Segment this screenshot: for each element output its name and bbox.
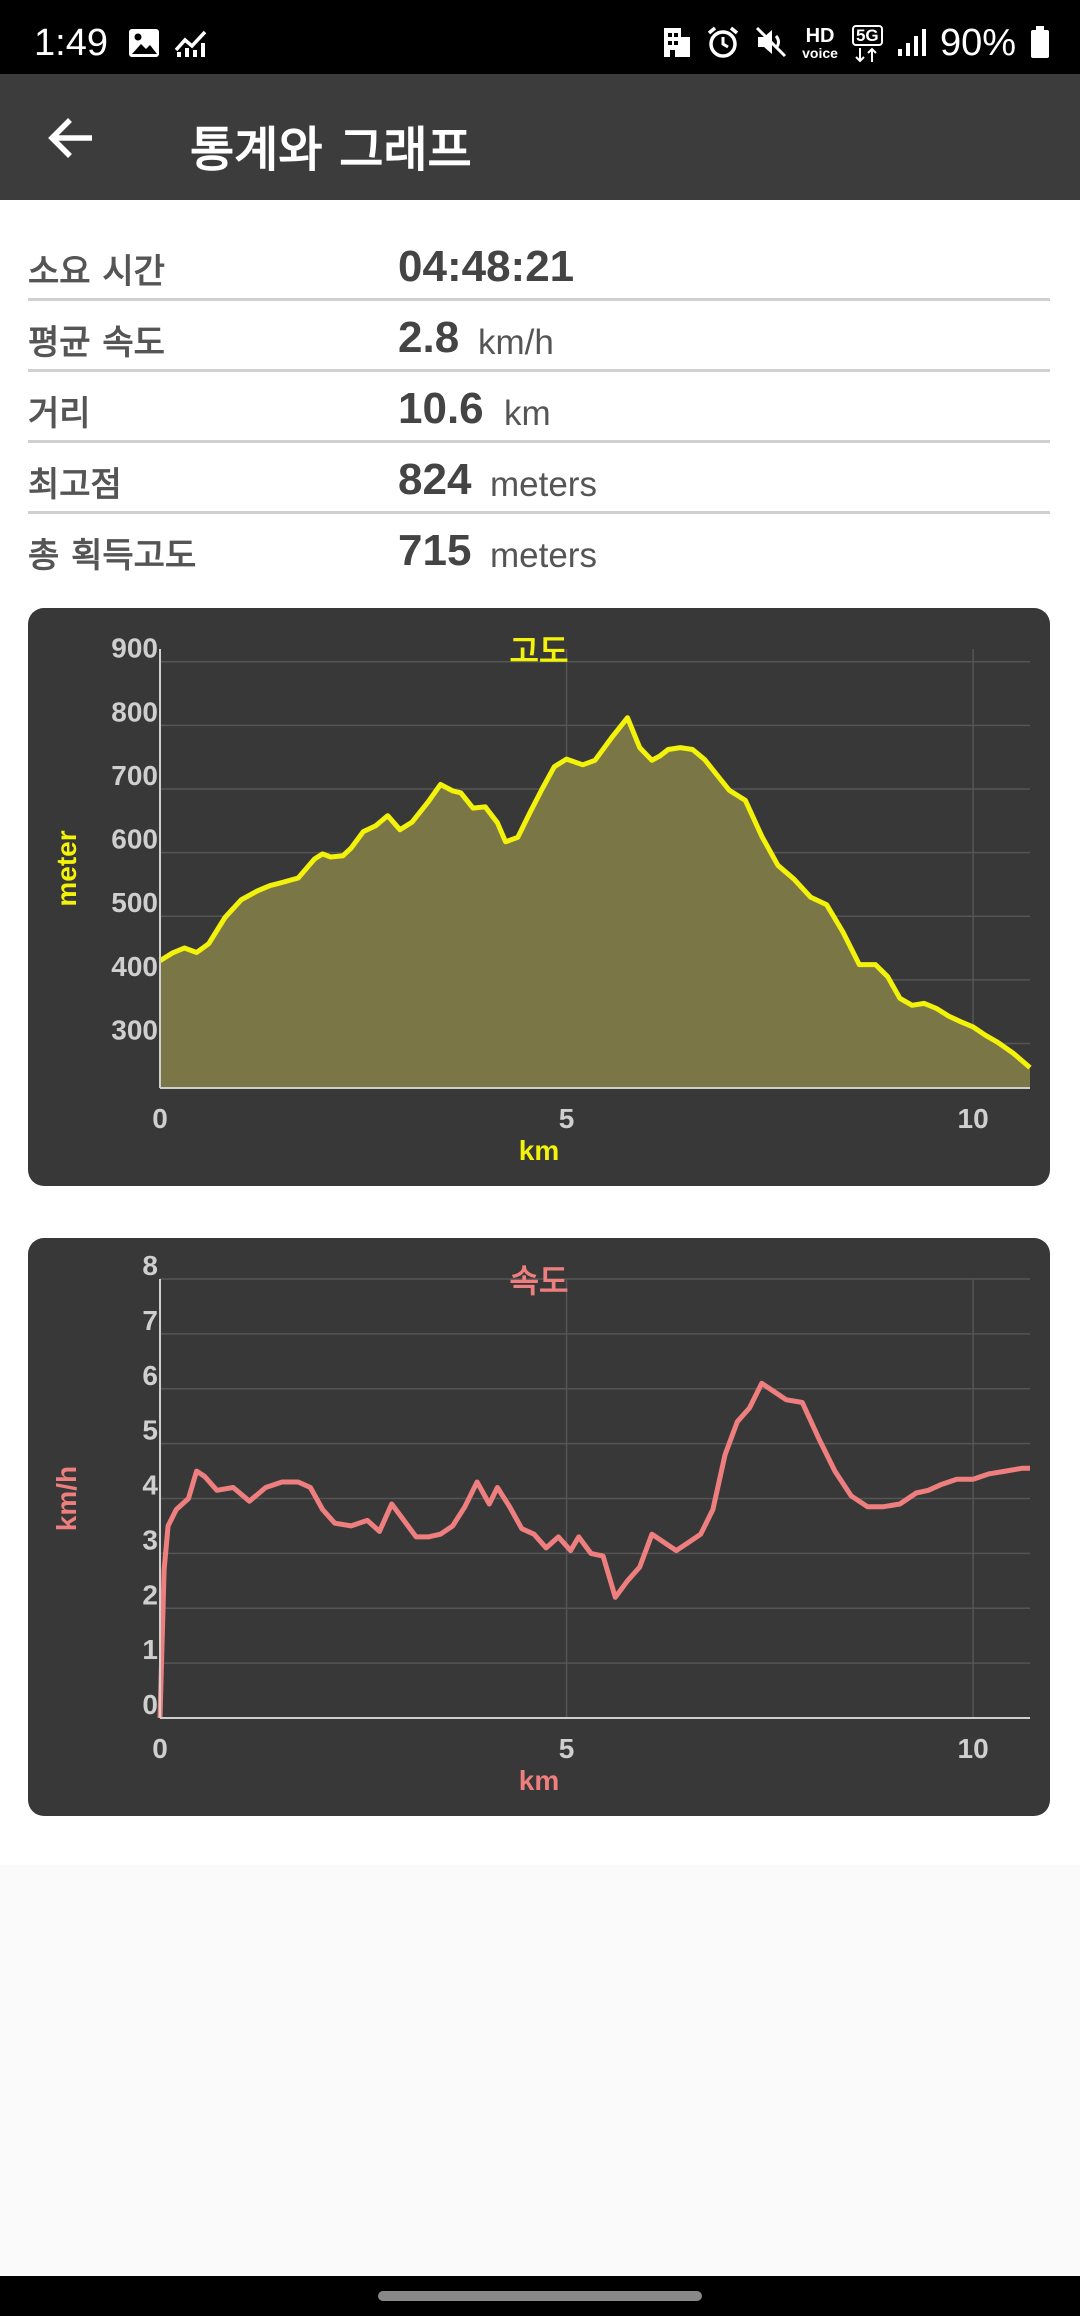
stat-value: 715 xyxy=(398,526,472,575)
y-axis-label: meter xyxy=(51,830,82,906)
arrow-left-icon[interactable] xyxy=(44,110,100,166)
stat-row-duration: 소요 시간 04:48:21 xyxy=(28,230,1050,301)
elevation-chart-svg: 300 400 500 600 700 800 900 0 5 10 고도 km meter xyxy=(51,632,1032,1166)
y-tick-label: 3 xyxy=(142,1524,158,1555)
stat-label: 평균 속도 xyxy=(28,323,165,363)
image-icon xyxy=(128,28,160,62)
hd-voice-icon: HD voice xyxy=(802,26,838,61)
hd-voice-label: HD xyxy=(805,25,835,47)
page-title: 통계와 그래프 xyxy=(190,122,472,178)
stat-unit: meters xyxy=(490,536,597,575)
x-axis-label: km xyxy=(519,1135,559,1166)
y-tick-label: 800 xyxy=(111,696,158,727)
y-tick-label: 2 xyxy=(142,1579,158,1610)
x-tick-label: 10 xyxy=(958,1103,989,1134)
x-tick-label: 0 xyxy=(152,1733,168,1764)
app-bar: 통계와 그래프 xyxy=(0,74,1080,200)
battery-icon xyxy=(1030,25,1050,63)
stats-content: 소요 시간 04:48:21 평균 속도 2.8 km/h 거리 10.6 km… xyxy=(0,200,1080,1865)
stats-table: 소요 시간 04:48:21 평균 속도 2.8 km/h 거리 10.6 km… xyxy=(28,230,1050,585)
network-type-label: 5G xyxy=(851,24,883,46)
chart-title: 고도 xyxy=(510,632,569,670)
stat-row-elevation-gain: 총 획득고도 715 meters xyxy=(28,514,1050,585)
stat-unit: meters xyxy=(490,465,597,504)
stat-label: 소요 시간 xyxy=(28,252,165,292)
x-axis-label: km xyxy=(519,1765,559,1796)
mute-icon xyxy=(754,25,788,63)
stat-value: 2.8 xyxy=(398,313,460,362)
speed-chart-svg: 0 1 2 3 4 5 6 7 8 0 5 10 속도 km km/h xyxy=(51,1250,1030,1796)
stat-label: 최고점 xyxy=(28,465,122,505)
y-tick-label: 600 xyxy=(111,824,158,855)
home-handle[interactable] xyxy=(378,2291,702,2301)
alarm-icon xyxy=(706,25,740,63)
y-tick-label: 0 xyxy=(142,1689,158,1720)
speed-chart: 0 1 2 3 4 5 6 7 8 0 5 10 속도 km km/h xyxy=(28,1238,1050,1816)
y-tick-label: 4 xyxy=(142,1470,158,1501)
stat-row-max-elevation: 최고점 824 meters xyxy=(28,443,1050,514)
stat-row-distance: 거리 10.6 km xyxy=(28,372,1050,443)
hd-voice-sublabel: voice xyxy=(802,45,838,61)
y-tick-label: 700 xyxy=(111,760,158,791)
elevation-area xyxy=(160,717,1030,1088)
chart-title: 속도 xyxy=(510,1262,569,1300)
building-icon xyxy=(662,25,692,63)
y-tick-label: 900 xyxy=(111,633,158,664)
stat-row-avg-speed: 평균 속도 2.8 km/h xyxy=(28,301,1050,372)
5g-icon: 5G xyxy=(851,24,883,63)
x-tick-label: 10 xyxy=(958,1733,989,1764)
y-tick-label: 400 xyxy=(111,951,158,982)
elevation-chart: 300 400 500 600 700 800 900 0 5 10 고도 km meter xyxy=(28,608,1050,1186)
x-tick-label: 5 xyxy=(559,1733,575,1764)
y-tick-label: 6 xyxy=(142,1360,158,1391)
status-bar: 1:49 HD voice 5G 90% xyxy=(0,0,1080,74)
status-time: 1:49 xyxy=(34,22,108,64)
stat-value: 824 xyxy=(398,455,472,504)
y-tick-label: 300 xyxy=(111,1014,158,1045)
y-tick-label: 5 xyxy=(142,1415,158,1446)
speed-line xyxy=(157,1380,1030,1719)
y-tick-label: 7 xyxy=(142,1305,158,1336)
stat-unit: km/h xyxy=(478,323,554,362)
stat-value: 04:48:21 xyxy=(398,242,575,291)
y-tick-label: 1 xyxy=(142,1634,158,1665)
battery-percent: 90% xyxy=(939,22,1016,64)
y-tick-label: 8 xyxy=(142,1250,158,1281)
stat-label: 총 획득고도 xyxy=(28,536,197,576)
elevation-line xyxy=(158,715,1032,1070)
stat-value: 10.6 xyxy=(398,384,484,433)
navigation-bar xyxy=(0,2276,1080,2316)
y-tick-label: 500 xyxy=(111,887,158,918)
activity-icon xyxy=(174,28,208,62)
signal-icon xyxy=(896,27,926,61)
x-tick-label: 0 xyxy=(152,1103,168,1134)
stat-label: 거리 xyxy=(28,394,91,434)
stat-unit: km xyxy=(504,394,551,433)
y-axis-label: km/h xyxy=(51,1466,82,1531)
x-tick-label: 5 xyxy=(559,1103,575,1134)
